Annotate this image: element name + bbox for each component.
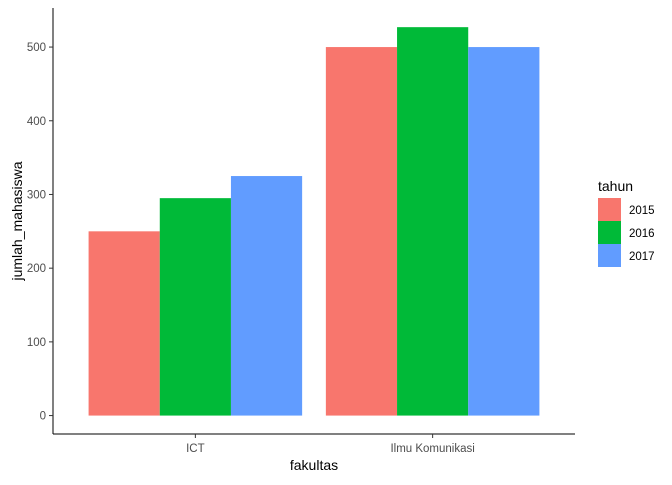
y-tick-label: 100 (27, 337, 46, 349)
x-axis-ticks: ICT Ilmu Komunikasi (186, 434, 475, 455)
legend-swatch-2017 (598, 244, 621, 267)
y-tick-label: 200 (27, 263, 46, 275)
legend-label-2017: 2017 (629, 251, 655, 263)
legend-label-2016: 2016 (629, 228, 655, 240)
x-axis-title: fakultas (290, 457, 338, 473)
bars-layer (88, 27, 540, 416)
bar-ilmu-komunikasi-2017 (468, 47, 540, 416)
y-axis-ticks: 0 100 200 300 400 500 (27, 42, 53, 423)
legend-swatch-2015 (598, 198, 621, 221)
x-tick-label: ICT (186, 443, 205, 455)
y-tick-label: 0 (40, 411, 46, 423)
legend-title: tahun (598, 178, 633, 194)
bar-ict-2015 (88, 231, 160, 416)
bar-ict-2016 (159, 198, 231, 416)
legend-label-2015: 2015 (629, 205, 655, 217)
legend-swatch-2016 (598, 221, 621, 244)
bar-ilmu-komunikasi-2015 (325, 47, 398, 416)
y-axis-title: jumlah_mahasiswa (9, 161, 25, 281)
legend: tahun 2015 2016 2017 (598, 178, 655, 267)
bar-ict-2017 (230, 176, 303, 416)
legend-items: 2015 2016 2017 (598, 198, 655, 267)
x-tick-label: Ilmu Komunikasi (390, 443, 474, 455)
bar-ilmu-komunikasi-2016 (397, 27, 469, 416)
y-tick-label: 300 (27, 189, 46, 201)
y-tick-label: 500 (27, 42, 46, 54)
y-tick-label: 400 (27, 116, 46, 128)
